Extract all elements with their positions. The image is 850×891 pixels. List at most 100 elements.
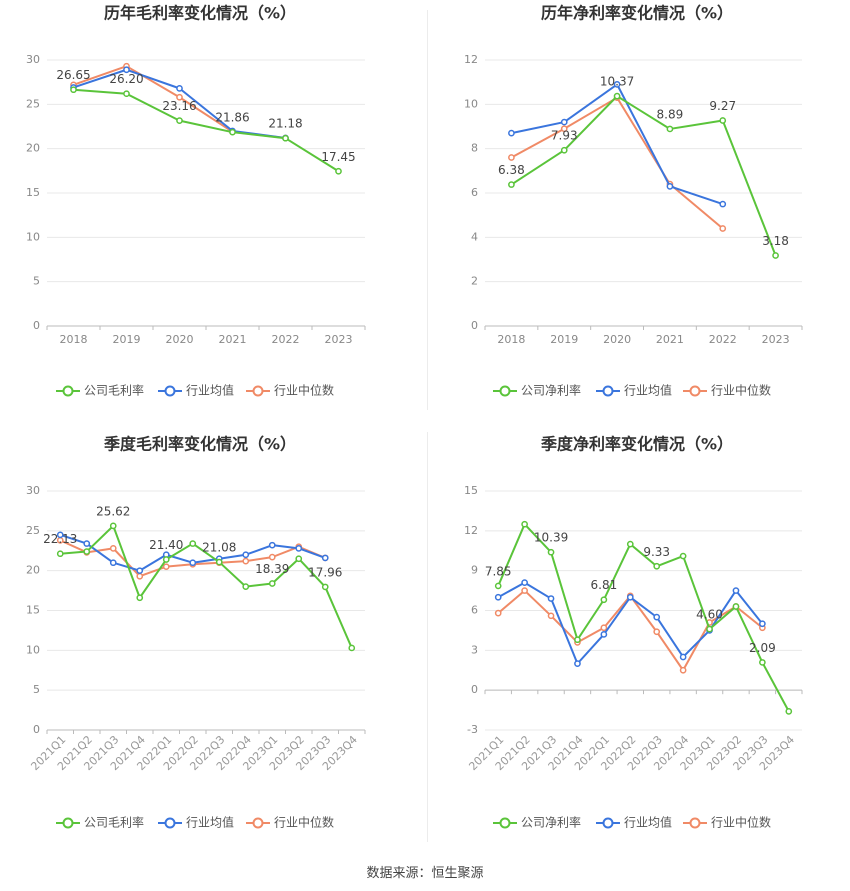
legend-label: 公司毛利率 (84, 815, 144, 830)
series-line (511, 83, 724, 206)
data-label: 25.62 (96, 504, 130, 518)
x-tick-label: 2019 (113, 333, 141, 346)
y-tick-label: 10 (26, 643, 40, 656)
chart-svg: 季度毛利率变化情况（%）0510152025302021Q12021Q22021… (26, 435, 366, 830)
y-tick-label: 25 (26, 97, 40, 110)
data-point (600, 631, 608, 638)
x-tick-label: 2021 (219, 333, 247, 346)
data-point (189, 540, 197, 547)
y-tick-label: 30 (26, 53, 40, 66)
x-tick-label: 2018 (60, 333, 88, 346)
chart-title: 季度毛利率变化情况（%） (103, 435, 296, 454)
data-point (109, 545, 117, 552)
data-point (83, 548, 91, 555)
legend-swatch-marker (252, 385, 264, 397)
data-point (719, 117, 727, 124)
y-tick-label: -3 (467, 723, 478, 736)
data-point (600, 596, 608, 604)
data-point (719, 200, 727, 208)
y-tick-label: 12 (464, 524, 478, 537)
data-point (189, 559, 197, 567)
chart-quarterly-net-margin: 季度净利率变化情况（%） -3 0 3 6 9 12 15 2021Q1 2021Q2 2021Q3… (425, 430, 850, 860)
data-label: 17.96 (308, 565, 342, 579)
data-point (282, 134, 289, 142)
y-tick-label: 0 (33, 319, 40, 332)
data-point (242, 551, 250, 559)
data-label: 3.18 (762, 234, 789, 248)
chart-svg: 季度净利率变化情况（%）-3036912152021Q12021Q22021Q3… (464, 435, 803, 830)
data-point (574, 660, 581, 667)
legend-label: 行业中位数 (711, 815, 771, 830)
data-point (626, 593, 634, 601)
data-point (547, 548, 555, 556)
data-point (70, 86, 77, 94)
chart-root: 季度毛利率变化情况（%）0510152025302021Q12021Q22021… (26, 435, 366, 830)
legend-label: 公司净利率 (521, 383, 581, 398)
data-point (785, 708, 793, 715)
chart-svg: 历年净利率变化情况（%） 0 2 4 6 8 10 12 2018 2019 2020 2021 202… (464, 4, 803, 398)
divider-top (427, 10, 428, 410)
data-point (494, 582, 502, 590)
data-label: 21.18 (268, 117, 302, 131)
data-point (613, 81, 621, 88)
divider-bottom (427, 432, 428, 842)
y-tick-label: 15 (464, 484, 478, 497)
y-tick-label: 15 (26, 604, 40, 617)
data-point (348, 644, 356, 652)
legend-label: 行业中位数 (274, 815, 334, 830)
data-point (560, 146, 568, 154)
legend-swatch-marker (689, 385, 701, 397)
x-tick-label: 2019 (550, 333, 578, 346)
data-point (560, 118, 568, 126)
data-point (706, 625, 713, 633)
data-point (321, 554, 329, 562)
x-tick-label: 2020 (603, 333, 631, 346)
y-tick-label: 3 (471, 643, 478, 656)
data-point (653, 562, 661, 570)
data-point (242, 557, 250, 565)
data-label: 18.39 (255, 562, 289, 576)
y-tick-label: 5 (33, 275, 40, 288)
legend-swatch-marker (62, 385, 74, 397)
data-point (494, 593, 502, 601)
data-label: 17.45 (321, 150, 355, 164)
chart-annual-gross-margin: 历年毛利率变化情况（%） 0 5 10 15 20 25 30 2018 2019 2020 2021… (0, 0, 425, 430)
data-label: 22.13 (43, 532, 77, 546)
series-line (73, 88, 340, 173)
series-line (510, 95, 777, 256)
data-point (321, 583, 329, 591)
data-point (335, 167, 342, 175)
legend-label: 行业均值 (186, 815, 234, 830)
data-point (123, 66, 130, 74)
y-tick-label: 20 (26, 142, 40, 155)
data-point (732, 603, 740, 610)
legend-label: 行业中位数 (711, 383, 771, 398)
data-point (613, 92, 621, 100)
y-tick-label: 0 (471, 683, 478, 696)
data-label: 23.16 (162, 99, 196, 113)
x-tick-label: 2023 (325, 333, 353, 346)
data-label: 4.60 (696, 608, 723, 622)
chart-quarterly-gross-margin: 季度毛利率变化情况（%） 0 5 10 15 20 25 30 2021Q1 2021Q2 2021… (0, 430, 425, 860)
data-point (719, 225, 727, 232)
y-tick-label: 25 (26, 524, 40, 537)
data-point (521, 520, 528, 528)
y-tick-label: 6 (471, 604, 478, 617)
data-point (626, 540, 634, 548)
data-point (679, 552, 687, 560)
legend-label: 行业均值 (624, 383, 672, 398)
chart-root: 历年净利率变化情况（%） 0 2 4 6 8 10 12 2018 2019 2020 2021 202… (464, 4, 803, 398)
legend-swatch-marker (602, 385, 614, 397)
data-point (521, 579, 528, 586)
data-point (666, 125, 674, 133)
data-point (666, 183, 674, 190)
legend-swatch-marker (62, 817, 74, 829)
data-label: 2.09 (749, 641, 776, 655)
data-point (162, 556, 170, 563)
legend-swatch-marker (499, 385, 511, 397)
data-point (215, 558, 223, 566)
data-label: 9.27 (709, 99, 736, 113)
data-point (547, 595, 555, 602)
data-point (574, 636, 581, 644)
chart-title: 历年毛利率变化情况（%） (104, 4, 296, 23)
